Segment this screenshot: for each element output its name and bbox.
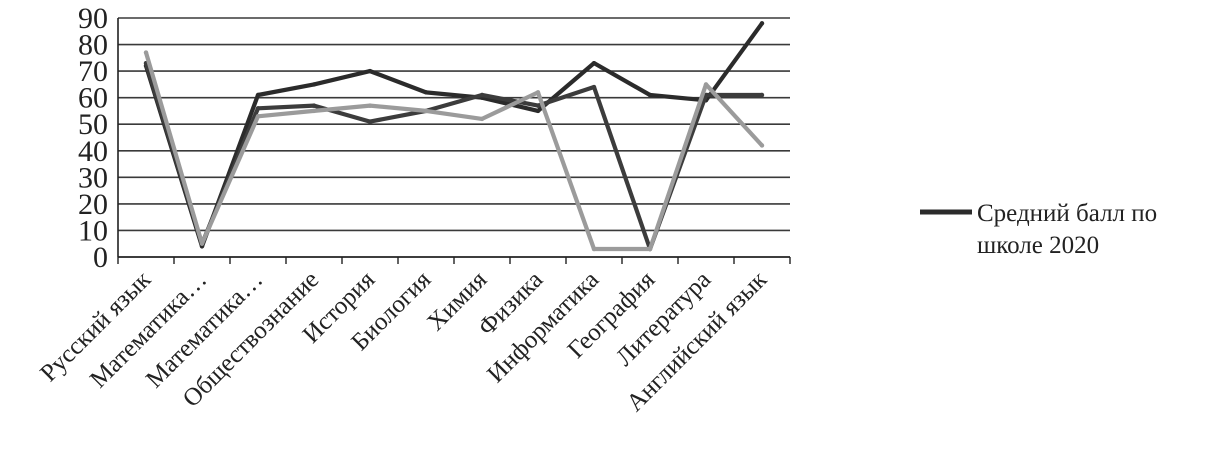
y-tick-label-0: 0	[93, 241, 108, 274]
y-tick-label-70: 70	[78, 55, 108, 88]
data-point-1-4	[367, 119, 373, 124]
data-point-0-7	[535, 108, 541, 114]
legend: Средний балл по школе 2020	[920, 200, 1157, 259]
y-tick-label-60: 60	[78, 82, 108, 115]
data-point-2-11	[759, 143, 765, 148]
y-tick-label-10: 10	[78, 214, 108, 247]
data-point-2-4	[367, 103, 373, 108]
data-point-0-11	[759, 21, 765, 26]
data-point-1-2	[255, 106, 261, 111]
data-point-1-6	[479, 92, 485, 98]
y-tick-label-80: 80	[78, 29, 108, 62]
data-point-2-6	[479, 116, 485, 122]
data-point-1-8	[591, 84, 597, 90]
data-point-1-7	[535, 103, 541, 108]
data-point-0-9	[647, 92, 653, 98]
axes	[117, 18, 791, 264]
data-point-2-9	[647, 246, 653, 252]
data-point-2-3	[311, 108, 317, 114]
data-point-1-11	[759, 92, 765, 98]
y-tick-label-30: 30	[78, 161, 108, 194]
data-point-2-10	[703, 82, 709, 87]
y-tick-label-20: 20	[78, 188, 108, 221]
data-point-2-2	[255, 114, 261, 119]
x-category-labels: Русский языкМатематика…Математика…Общест…	[35, 266, 773, 417]
y-tick-label-50: 50	[78, 108, 108, 141]
legend-label-cont-0: школе 2020	[977, 232, 1099, 259]
series-line-0	[143, 21, 765, 249]
data-point-0-4	[367, 68, 373, 74]
legend-label-0: Средний балл по	[977, 200, 1157, 227]
y-tick-label-90: 90	[78, 2, 108, 35]
data-point-2-7	[535, 90, 541, 95]
y-tick-label-40: 40	[78, 135, 108, 168]
data-point-2-0	[143, 50, 149, 55]
data-point-2-5	[423, 108, 429, 114]
data-point-0-8	[591, 60, 597, 66]
series-lines	[143, 21, 765, 252]
data-point-0-5	[423, 90, 429, 95]
data-point-0-2	[255, 92, 261, 98]
data-point-0-3	[311, 82, 317, 87]
series-line-2	[143, 50, 765, 252]
data-point-2-1	[199, 241, 205, 246]
data-point-2-8	[591, 246, 597, 252]
data-point-1-3	[311, 103, 317, 108]
